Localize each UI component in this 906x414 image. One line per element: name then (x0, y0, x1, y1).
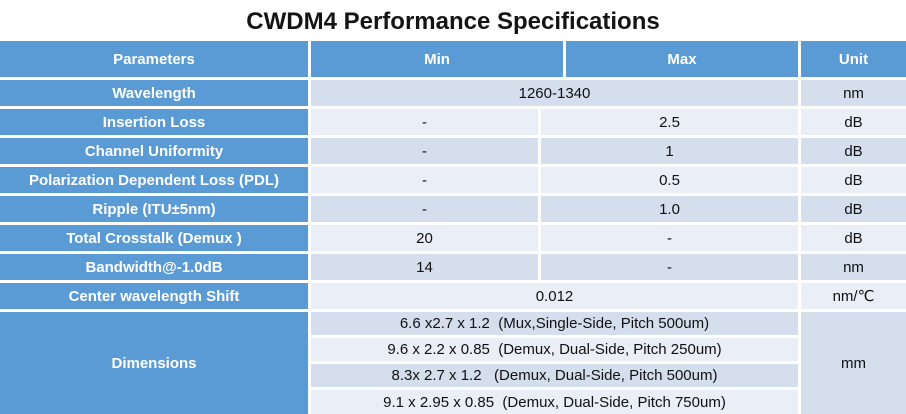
min-cell: - (311, 138, 538, 164)
page-title: CWDM4 Performance Specifications (246, 8, 660, 35)
min-cell: - (311, 196, 538, 222)
unit-cell: dB (801, 138, 906, 164)
min-cell: 20 (311, 225, 538, 251)
dimension-value: 8.3x 2.7 x 1.2 (Demux, Dual-Side, Pitch … (311, 364, 798, 387)
unit-cell: nm (801, 254, 906, 280)
table-row-wavelength: Wavelength 1260-1340 nm (0, 80, 906, 106)
table-row-dimensions: Dimensions 6.6 x2.7 x 1.2 (Mux,Single-Si… (0, 312, 906, 414)
value-cell-merged: 1260-1340 (311, 80, 798, 106)
param-cell: Center wavelength Shift (0, 283, 308, 309)
table-row-pdl: Polarization Dependent Loss (PDL) - 0.5 … (0, 167, 906, 193)
table-row-channel-uniformity: Channel Uniformity - 1 dB (0, 138, 906, 164)
param-cell: Polarization Dependent Loss (PDL) (0, 167, 308, 193)
max-cell: 1 (541, 138, 798, 164)
dimensions-values: 6.6 x2.7 x 1.2 (Mux,Single-Side, Pitch 5… (311, 312, 798, 414)
header-row: Parameters Min Max Unit (0, 41, 906, 77)
table-row-total-crosstalk: Total Crosstalk (Demux ) 20 - dB (0, 225, 906, 251)
header-cell-min: Min (311, 41, 563, 77)
unit-cell: dB (801, 109, 906, 135)
min-cell: 14 (311, 254, 538, 280)
dimension-value: 9.1 x 2.95 x 0.85 (Demux, Dual-Side, Pit… (311, 390, 798, 414)
table-row-center-wavelength-shift: Center wavelength Shift 0.012 nm/℃ (0, 283, 906, 309)
table-row-insertion-loss: Insertion Loss - 2.5 dB (0, 109, 906, 135)
max-cell: 0.5 (541, 167, 798, 193)
header-cell-max: Max (566, 41, 798, 77)
value-cell-merged: 0.012 (311, 283, 798, 309)
unit-cell: dB (801, 196, 906, 222)
header-cell-parameters: Parameters (0, 41, 308, 77)
table-row-bandwidth: Bandwidth@-1.0dB 14 - nm (0, 254, 906, 280)
param-cell: Dimensions (0, 312, 308, 414)
unit-cell: dB (801, 225, 906, 251)
dimension-value: 6.6 x2.7 x 1.2 (Mux,Single-Side, Pitch 5… (311, 312, 798, 335)
unit-cell: dB (801, 167, 906, 193)
table-row-ripple: Ripple (ITU±5nm) - 1.0 dB (0, 196, 906, 222)
param-cell: Channel Uniformity (0, 138, 308, 164)
max-cell: 1.0 (541, 196, 798, 222)
max-cell: 2.5 (541, 109, 798, 135)
spec-table: Parameters Min Max Unit Wavelength 1260-… (0, 41, 906, 414)
unit-cell: nm/℃ (801, 283, 906, 309)
max-cell: - (541, 225, 798, 251)
dimension-value: 9.6 x 2.2 x 0.85 (Demux, Dual-Side, Pitc… (311, 338, 798, 361)
header-cell-unit: Unit (801, 41, 906, 77)
max-cell: - (541, 254, 798, 280)
param-cell: Total Crosstalk (Demux ) (0, 225, 308, 251)
param-cell: Bandwidth@-1.0dB (0, 254, 308, 280)
min-cell: - (311, 109, 538, 135)
param-cell: Ripple (ITU±5nm) (0, 196, 308, 222)
param-cell: Insertion Loss (0, 109, 308, 135)
param-cell: Wavelength (0, 80, 308, 106)
unit-cell: nm (801, 80, 906, 106)
unit-cell: mm (801, 312, 906, 414)
min-cell: - (311, 167, 538, 193)
